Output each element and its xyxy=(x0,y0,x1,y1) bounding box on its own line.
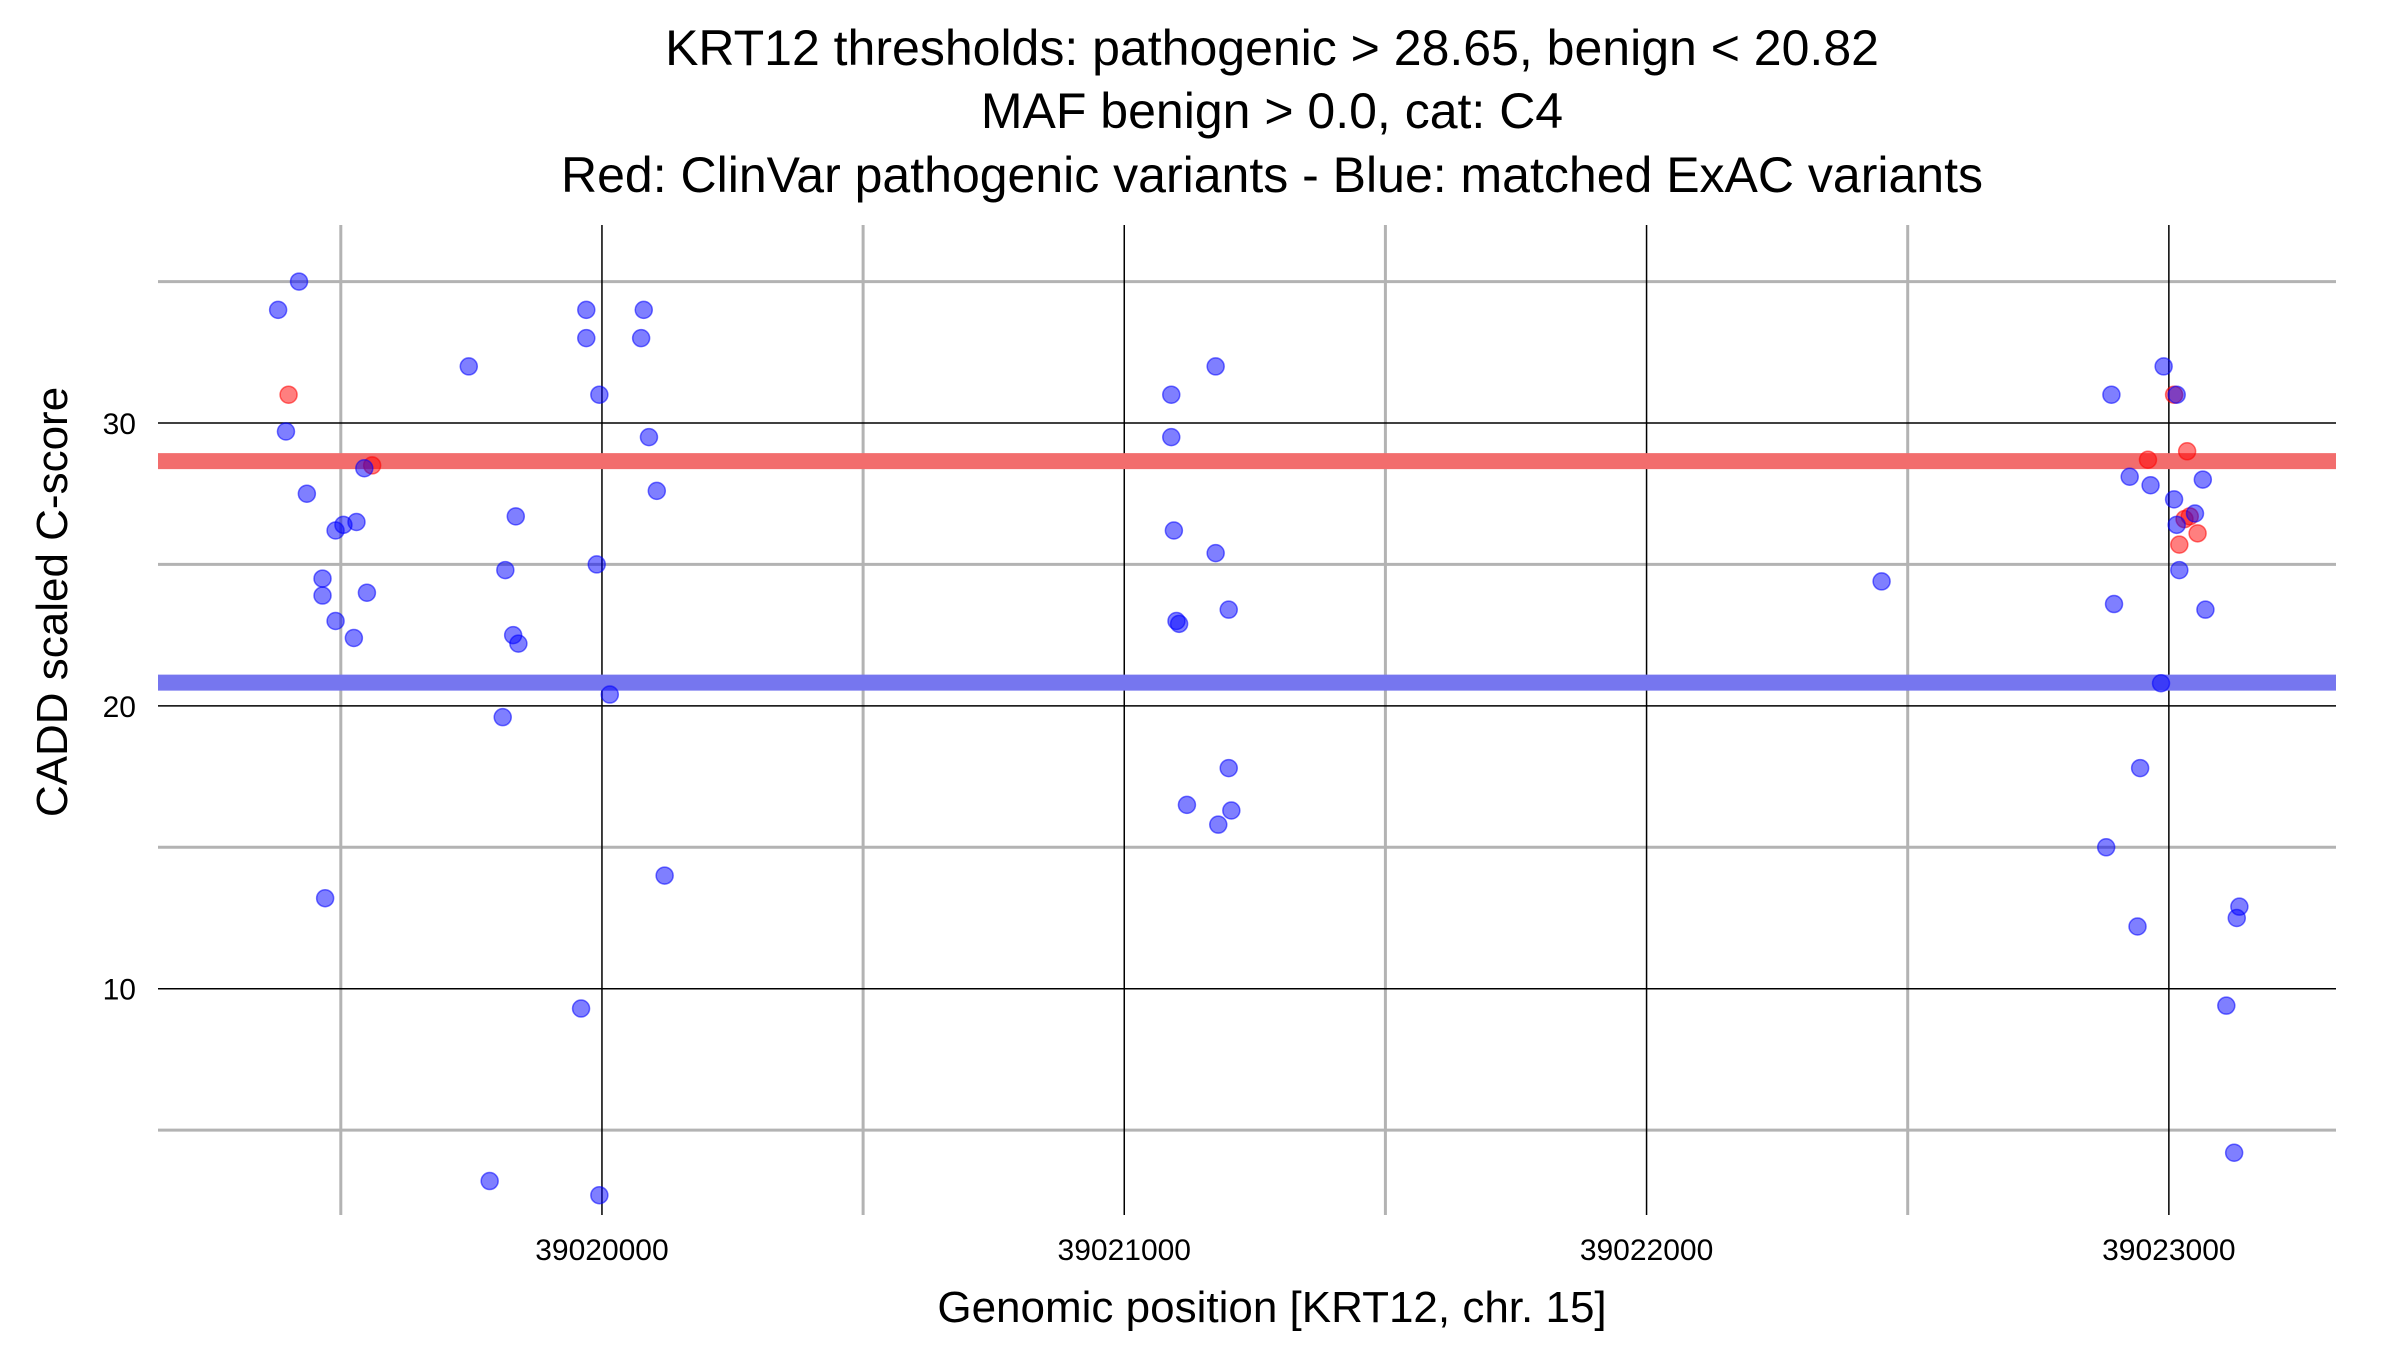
exac-variant-point xyxy=(357,583,377,602)
exac-variant-point xyxy=(577,328,596,348)
exac-variant-point xyxy=(480,1171,499,1191)
exac-variant-point xyxy=(1162,427,1181,447)
grid-lines xyxy=(158,225,2336,1215)
x-tick-label: 39021000 xyxy=(1058,1234,1191,1267)
data-points xyxy=(268,272,2249,1205)
y-tick-label: 30 xyxy=(103,408,136,441)
chart-title-line-2: MAF benign > 0.0, cat: C4 xyxy=(981,83,1563,139)
exac-variant-point xyxy=(1219,600,1238,619)
exac-variant-point xyxy=(2227,908,2247,928)
exac-variant-point xyxy=(2167,515,2186,535)
threshold-lines xyxy=(158,453,2336,691)
exac-variant-point xyxy=(1177,795,1197,815)
exac-variant-point xyxy=(600,685,620,704)
exac-variant-point xyxy=(506,507,526,526)
exac-variant-point xyxy=(2154,357,2173,376)
clinvar-pathogenic-point xyxy=(2138,450,2158,470)
y-tick-label: 10 xyxy=(103,974,136,1007)
exac-variant-point xyxy=(493,707,512,727)
y-tick-label: 20 xyxy=(103,691,136,724)
exac-variant-point xyxy=(496,560,515,580)
exac-variant-point xyxy=(1872,572,1891,591)
exac-variant-point xyxy=(1219,758,1238,778)
exac-variant-point xyxy=(1169,614,1189,634)
exac-variant-point xyxy=(268,300,288,320)
tick-labels: 39020000 39021000 39022000 39023000 10 20 30 xyxy=(103,408,2236,1267)
exac-variant-point xyxy=(577,300,596,320)
exac-variant-point xyxy=(1209,815,1228,834)
exac-variant-point xyxy=(590,385,609,404)
exac-variant-point xyxy=(2128,917,2147,936)
x-tick-label: 39020000 xyxy=(535,1234,668,1267)
y-axis-label: CADD scaled C-score xyxy=(28,387,77,817)
exac-variant-point xyxy=(2185,504,2205,523)
exac-variant-point xyxy=(2120,467,2139,486)
exac-variant-point xyxy=(639,427,659,447)
exac-variant-point xyxy=(297,484,317,503)
exac-variant-point xyxy=(344,628,364,648)
exac-variant-point xyxy=(276,422,296,441)
exac-variant-point xyxy=(647,481,667,501)
clinvar-pathogenic-point xyxy=(2177,442,2197,461)
exac-variant-point xyxy=(2217,996,2236,1015)
exac-variant-point xyxy=(2104,594,2124,614)
exac-variant-point xyxy=(459,357,479,376)
exac-variant-point xyxy=(2170,560,2189,580)
clinvar-pathogenic-point xyxy=(2188,524,2207,543)
exac-variant-point xyxy=(509,634,528,653)
exac-variant-point xyxy=(1164,521,1184,540)
exac-variant-point xyxy=(1222,801,1241,820)
exac-variant-point xyxy=(2164,490,2184,509)
exac-variant-point xyxy=(313,586,332,605)
exac-variant-point xyxy=(289,272,309,291)
exac-variant-point xyxy=(1206,357,1225,376)
exac-variant-point xyxy=(587,555,606,574)
exac-variant-point xyxy=(2167,385,2186,404)
chart-title-line-3: Red: ClinVar pathogenic variants - Blue:… xyxy=(561,147,1983,203)
x-tick-label: 39023000 xyxy=(2102,1234,2235,1267)
exac-variant-point xyxy=(1206,543,1225,563)
exac-variant-point xyxy=(634,300,653,320)
exac-variant-point xyxy=(590,1185,609,1205)
chart-title-line-1: KRT12 thresholds: pathogenic > 28.65, be… xyxy=(665,20,1879,76)
x-axis-label: Genomic position [KRT12, chr. 15] xyxy=(937,1283,1606,1332)
exac-variant-point xyxy=(355,459,374,478)
exac-variant-point xyxy=(1162,385,1181,404)
exac-variant-point xyxy=(2141,475,2160,495)
x-tick-label: 39022000 xyxy=(1580,1234,1713,1267)
clinvar-pathogenic-point xyxy=(2170,535,2189,554)
exac-variant-point xyxy=(347,512,366,532)
exac-variant-point xyxy=(2193,470,2213,489)
exac-variant-point xyxy=(571,999,591,1018)
exac-variant-point xyxy=(2096,838,2116,857)
exac-variant-point xyxy=(315,888,335,908)
exac-variant-point xyxy=(326,611,345,631)
exac-variant-point xyxy=(2151,673,2171,693)
exac-variant-point xyxy=(2224,1143,2244,1163)
exac-variant-point xyxy=(2102,385,2121,404)
exac-variant-point xyxy=(2130,758,2150,778)
exac-variant-point xyxy=(631,328,651,348)
exac-variant-point xyxy=(313,569,332,588)
exac-variant-point xyxy=(655,866,674,885)
clinvar-pathogenic-point xyxy=(279,385,298,404)
exac-variant-point xyxy=(2196,600,2215,619)
